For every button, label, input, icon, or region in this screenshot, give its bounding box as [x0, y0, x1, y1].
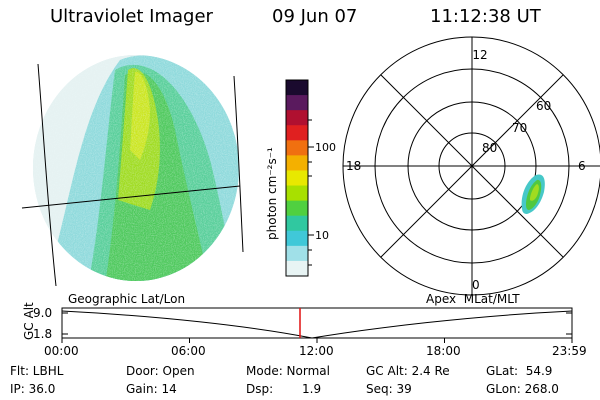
- glon-readout: GLon: 268.0: [486, 382, 559, 396]
- polar-plot: [342, 36, 600, 296]
- colorbar-unit-label: photon cm⁻²s⁻¹: [265, 147, 279, 240]
- uv-image-disk: [21, 55, 244, 287]
- instrument-title: Ultraviolet Imager: [50, 6, 213, 27]
- colorbar-band: [286, 140, 308, 156]
- alt-tick-9: 9.0: [33, 306, 53, 320]
- seq-readout: Seq: 39: [366, 382, 412, 396]
- gain-readout: Gain: 14: [126, 382, 177, 396]
- colorbar-band: [286, 80, 308, 96]
- mlt-label-6: 6: [578, 159, 586, 173]
- colorbar-tick-100: 100: [315, 141, 336, 154]
- longitude-line-left: [37, 63, 57, 287]
- aurora-blob: [521, 174, 545, 214]
- longitude-line-right: [233, 75, 244, 253]
- colorbar-band: [286, 245, 308, 262]
- colorbar-band: [286, 260, 308, 277]
- latitude-line: [21, 185, 241, 209]
- colorbar-band: [286, 155, 308, 171]
- altitude-curve: [61, 310, 573, 339]
- alt-tick-1-8: 1.8: [33, 327, 53, 341]
- geographic-label: Geographic Lat/Lon: [68, 292, 186, 306]
- apex-label: Apex MLat/MLT: [426, 292, 520, 306]
- time-tick-12: 12:00: [299, 344, 334, 358]
- dsp-label: Dsp:: [246, 382, 274, 396]
- mlt-label-0: 0: [472, 278, 480, 292]
- colorbar-band: [286, 215, 308, 232]
- time-label: 11:12:38 UT: [430, 6, 541, 27]
- glat-readout: GLat: 54.9: [486, 364, 553, 378]
- dsp-value: 1.9: [302, 382, 322, 396]
- ip-readout: IP: 36.0: [10, 382, 56, 396]
- door-readout: Door: Open: [126, 364, 195, 378]
- mlat-label-60: 60: [536, 99, 551, 113]
- colorbar-band: [286, 125, 308, 141]
- time-tick-00: 00:00: [44, 344, 79, 358]
- colorbar-band: [286, 170, 308, 187]
- colorbar-tick-10: 10: [315, 229, 329, 242]
- mlat-label-80: 80: [482, 141, 497, 155]
- colorbar-band: [286, 110, 308, 126]
- colorbar-band: [286, 95, 308, 111]
- colorbar-band: [286, 185, 308, 202]
- mlt-label-18: 18: [346, 159, 361, 173]
- filter-readout: Flt: LBHL: [10, 364, 64, 378]
- mode-readout: Mode: Normal: [246, 364, 330, 378]
- date-label: 09 Jun 07: [272, 6, 358, 27]
- colorbar-band: [286, 200, 308, 217]
- time-tick-18: 18:00: [426, 344, 461, 358]
- time-tick-06: 06:00: [171, 344, 206, 358]
- mlat-label-70: 70: [512, 121, 527, 135]
- gc-alt-readout: GC Alt: 2.4 Re: [366, 364, 450, 378]
- mlt-label-12: 12: [472, 48, 487, 62]
- colorbar: [285, 79, 314, 277]
- altitude-strip: [61, 307, 573, 343]
- colorbar-band: [286, 230, 308, 247]
- time-tick-2359: 23:59: [552, 344, 587, 358]
